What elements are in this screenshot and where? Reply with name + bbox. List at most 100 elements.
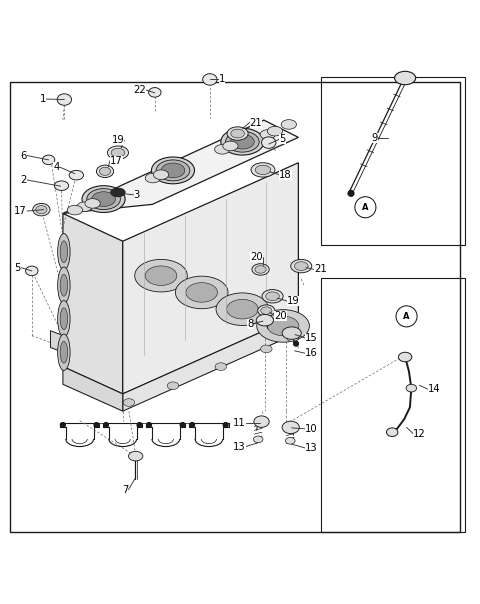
Text: 21: 21	[314, 265, 327, 274]
Ellipse shape	[227, 300, 258, 319]
Ellipse shape	[58, 234, 70, 270]
Text: A: A	[403, 312, 410, 321]
Ellipse shape	[262, 137, 276, 149]
Ellipse shape	[92, 191, 116, 207]
Text: 5: 5	[279, 134, 286, 144]
Ellipse shape	[77, 202, 92, 211]
Circle shape	[147, 423, 152, 428]
Ellipse shape	[231, 129, 244, 138]
Ellipse shape	[96, 165, 114, 178]
Ellipse shape	[111, 188, 125, 197]
Ellipse shape	[145, 266, 177, 286]
Circle shape	[348, 190, 354, 196]
Ellipse shape	[256, 315, 274, 326]
Text: 9: 9	[372, 133, 378, 143]
Ellipse shape	[267, 316, 299, 336]
Ellipse shape	[33, 204, 50, 216]
Circle shape	[94, 423, 99, 428]
Ellipse shape	[82, 185, 125, 213]
Bar	[322, 278, 465, 532]
Ellipse shape	[108, 146, 129, 159]
Ellipse shape	[215, 144, 230, 154]
Text: 17: 17	[14, 206, 27, 216]
Polygon shape	[63, 213, 123, 394]
Ellipse shape	[223, 141, 238, 151]
Ellipse shape	[216, 293, 269, 326]
Ellipse shape	[395, 71, 416, 85]
Circle shape	[396, 306, 417, 327]
Ellipse shape	[85, 199, 100, 208]
Ellipse shape	[203, 74, 217, 85]
Ellipse shape	[161, 163, 185, 178]
Ellipse shape	[266, 292, 279, 301]
Text: 10: 10	[305, 424, 318, 434]
Circle shape	[104, 423, 108, 428]
Circle shape	[60, 423, 65, 428]
Ellipse shape	[282, 421, 300, 434]
Ellipse shape	[215, 363, 227, 370]
Ellipse shape	[156, 160, 190, 181]
Text: 21: 21	[250, 118, 263, 127]
Ellipse shape	[257, 310, 310, 342]
Ellipse shape	[221, 128, 264, 155]
Ellipse shape	[175, 276, 228, 309]
Ellipse shape	[252, 264, 269, 275]
Ellipse shape	[291, 259, 312, 273]
Text: 7: 7	[122, 484, 129, 495]
Ellipse shape	[60, 274, 68, 296]
Text: 1: 1	[40, 94, 46, 104]
Ellipse shape	[36, 205, 47, 214]
Ellipse shape	[42, 155, 55, 165]
Circle shape	[294, 341, 299, 346]
Ellipse shape	[129, 451, 143, 461]
Ellipse shape	[294, 262, 308, 271]
Ellipse shape	[287, 334, 299, 342]
Text: 20: 20	[275, 311, 287, 321]
Text: 6: 6	[21, 150, 27, 161]
Ellipse shape	[261, 307, 272, 314]
Ellipse shape	[260, 130, 276, 140]
Ellipse shape	[135, 259, 187, 292]
Text: 15: 15	[305, 333, 318, 343]
Ellipse shape	[123, 399, 135, 406]
Text: 22: 22	[133, 85, 146, 95]
Ellipse shape	[281, 120, 297, 129]
Ellipse shape	[58, 334, 70, 370]
Ellipse shape	[60, 308, 68, 330]
Ellipse shape	[87, 188, 120, 210]
Polygon shape	[63, 120, 299, 213]
Text: 8: 8	[247, 318, 253, 329]
Circle shape	[190, 423, 194, 428]
Ellipse shape	[111, 149, 125, 157]
Text: 4: 4	[53, 162, 60, 172]
Ellipse shape	[25, 266, 38, 275]
Polygon shape	[123, 162, 299, 394]
Ellipse shape	[254, 416, 269, 428]
Ellipse shape	[386, 428, 398, 437]
Bar	[322, 77, 465, 245]
Ellipse shape	[406, 384, 417, 392]
Text: 17: 17	[110, 156, 122, 166]
Ellipse shape	[145, 173, 160, 183]
Ellipse shape	[149, 88, 161, 97]
Ellipse shape	[398, 352, 412, 362]
Ellipse shape	[262, 289, 283, 303]
Ellipse shape	[58, 301, 70, 337]
Ellipse shape	[255, 266, 266, 273]
Text: 5: 5	[14, 263, 21, 272]
Circle shape	[223, 423, 228, 428]
Ellipse shape	[54, 181, 69, 190]
Text: 11: 11	[233, 417, 246, 428]
Polygon shape	[63, 367, 123, 411]
Polygon shape	[50, 331, 63, 352]
Text: 14: 14	[428, 384, 440, 394]
Text: 13: 13	[305, 443, 318, 453]
Text: 2: 2	[21, 175, 27, 185]
Ellipse shape	[167, 382, 179, 390]
Text: 12: 12	[413, 429, 426, 439]
Text: 18: 18	[279, 170, 292, 179]
Ellipse shape	[251, 162, 275, 177]
Ellipse shape	[261, 345, 272, 353]
Ellipse shape	[267, 126, 283, 136]
Ellipse shape	[58, 267, 70, 303]
